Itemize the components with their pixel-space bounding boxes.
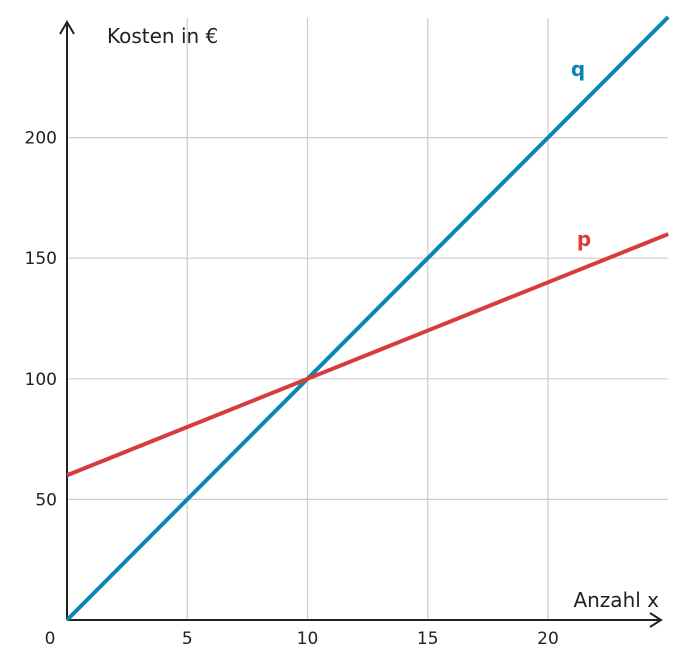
series-line-q (65, 15, 670, 622)
x-tick-label-5: 5 (182, 629, 193, 649)
series-lines: qp (65, 15, 670, 622)
axes (59, 20, 663, 628)
y-tick-label-200: 200 (25, 129, 57, 149)
y-tick-label-100: 100 (25, 370, 57, 390)
series-label-p: p (577, 227, 591, 251)
x-axis-arrowhead (649, 612, 663, 628)
y-tick-label-150: 150 (25, 249, 57, 269)
x-tick-label-15: 15 (417, 629, 439, 649)
x-axis-label: Anzahl x (573, 588, 659, 612)
y-tick-label-50: 50 (35, 490, 57, 510)
grid-lines (67, 18, 668, 620)
tick-labels: 5 10 15 20 50 100 150 200 (25, 129, 559, 649)
series-label-q: q (571, 57, 585, 81)
x-tick-label-20: 20 (537, 629, 559, 649)
y-axis-arrowhead (59, 20, 75, 35)
origin-label: 0 (45, 629, 56, 649)
x-tick-label-10: 10 (297, 629, 319, 649)
y-axis-label: Kosten in € (107, 24, 218, 48)
series-line-p (66, 232, 669, 478)
